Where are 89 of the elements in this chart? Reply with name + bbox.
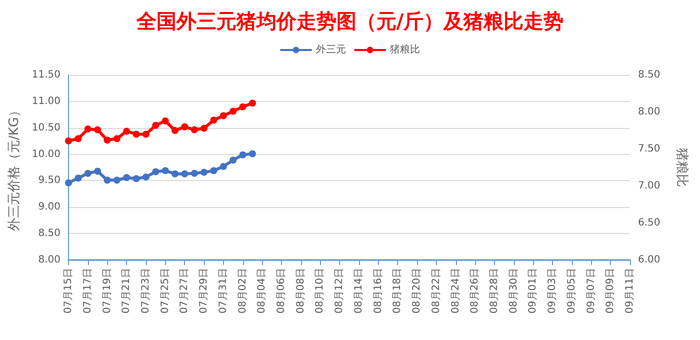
x-tick-label: 08月10日 xyxy=(314,268,326,314)
x-tick-label: 08月12日 xyxy=(334,268,346,314)
x-tick-label: 09月11日 xyxy=(624,268,636,314)
point xyxy=(230,156,237,164)
x-tick-label: 07月17日 xyxy=(82,268,94,314)
y-tick-label: 8.00 xyxy=(38,254,61,266)
point xyxy=(200,168,208,176)
y-tick-label: 9.00 xyxy=(38,202,61,213)
point xyxy=(84,126,92,133)
point xyxy=(200,124,208,132)
point xyxy=(172,170,179,178)
x-tick-label: 07月21日 xyxy=(121,268,132,314)
y2-axis-title: 猪粮比 xyxy=(674,148,689,187)
point xyxy=(104,136,111,144)
x-tick-label: 08月14日 xyxy=(353,268,364,314)
point xyxy=(230,108,237,115)
point xyxy=(220,112,227,120)
legend-label: 猪粮比 xyxy=(390,44,420,56)
point xyxy=(210,167,218,174)
x-tick-label: 08月16日 xyxy=(372,268,384,314)
y-tick-label: 10.00 xyxy=(32,148,61,160)
point xyxy=(65,137,72,144)
x-tick-label: 07月25日 xyxy=(160,268,171,314)
x-tick-label: 09月01日 xyxy=(528,268,539,314)
y-tick-label: 8.50 xyxy=(38,228,61,240)
point xyxy=(190,126,198,134)
point xyxy=(181,123,188,130)
point xyxy=(74,174,82,182)
point xyxy=(74,135,82,142)
point xyxy=(104,176,111,184)
point xyxy=(162,167,169,174)
point xyxy=(65,179,72,186)
point xyxy=(123,128,130,135)
point xyxy=(172,127,179,134)
x-tick-label: 08月06日 xyxy=(276,268,287,314)
point xyxy=(113,135,120,142)
chart-title: 全国外三元猪均价走势图（元/斤）及猪粮比走势 xyxy=(135,9,564,33)
point xyxy=(162,117,169,124)
y2-tick-label: 6.00 xyxy=(638,254,660,266)
y2-tick-label: 7.00 xyxy=(638,180,660,192)
point xyxy=(94,126,102,134)
point xyxy=(142,130,150,138)
x-tick-label: 07月23日 xyxy=(140,268,152,314)
x-tick-label: 08月18日 xyxy=(392,268,404,314)
point xyxy=(84,170,92,177)
point xyxy=(239,151,246,158)
y2-tick-label: 6.50 xyxy=(638,218,660,228)
point xyxy=(142,174,150,181)
x-tick-label: 07月29日 xyxy=(198,268,210,314)
x-tick-label: 08月04日 xyxy=(256,268,268,314)
point xyxy=(152,168,160,176)
y-tick-label: 11.00 xyxy=(32,96,61,107)
x-tick-label: 09月09日 xyxy=(605,268,616,314)
x-tick-label: 07月31日 xyxy=(218,268,229,314)
x-tick-label: 09月07日 xyxy=(586,268,597,314)
point xyxy=(152,122,160,129)
x-tick-label: 07月27日 xyxy=(179,268,190,314)
x-tick-label: 08月08日 xyxy=(295,268,306,314)
x-tick-label: 08月20日 xyxy=(412,268,423,314)
point xyxy=(220,162,227,170)
x-tick-label: 08月26日 xyxy=(470,268,481,314)
x-tick-label: 08月02日 xyxy=(237,268,248,314)
y2-tick-label: 7.50 xyxy=(638,144,660,154)
point xyxy=(181,170,188,178)
point xyxy=(210,116,218,124)
y-tick-label: 11.50 xyxy=(32,70,61,80)
point xyxy=(132,175,140,182)
x-tick-label: 09月03日 xyxy=(547,268,558,314)
x-tick-label: 09月05日 xyxy=(566,268,578,314)
point xyxy=(113,176,120,184)
point xyxy=(248,150,256,158)
point xyxy=(94,168,102,175)
x-tick-label: 08月30日 xyxy=(508,268,520,314)
y-tick-label: 10.50 xyxy=(32,122,61,134)
point xyxy=(132,130,140,138)
y2-tick-label: 8.50 xyxy=(638,70,660,80)
point xyxy=(190,170,198,177)
y2-tick-label: 8.00 xyxy=(638,106,660,118)
x-tick-label: 08月22日 xyxy=(430,268,442,314)
x-tick-label: 07月19日 xyxy=(102,268,113,314)
x-tick-label: 08月28日 xyxy=(488,268,500,314)
legend-label: 外三元 xyxy=(316,44,346,56)
point xyxy=(123,174,130,182)
x-tick-label: 08月24日 xyxy=(450,268,462,314)
point xyxy=(248,100,256,107)
y-tick-label: 9.50 xyxy=(38,175,61,186)
x-tick-label: 07月15日 xyxy=(63,268,74,314)
point xyxy=(239,103,246,110)
y-axis-title: 外三元价格（元/KG） xyxy=(7,104,22,231)
